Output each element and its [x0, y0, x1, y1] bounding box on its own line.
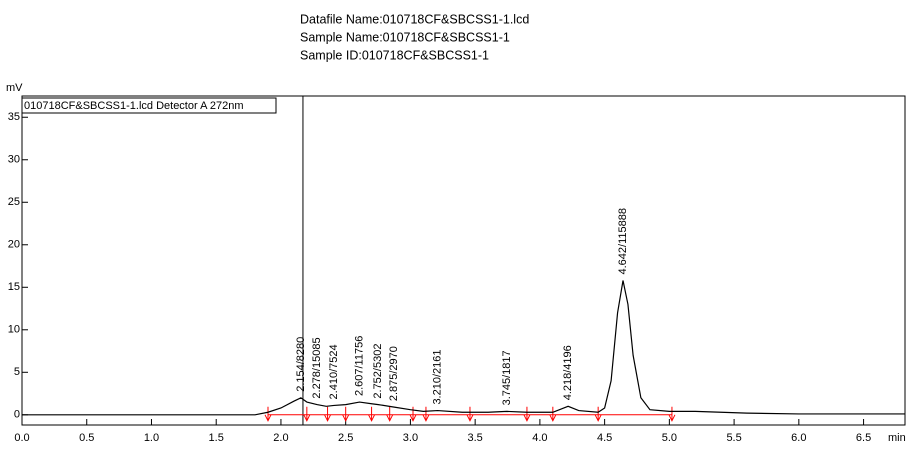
peak-label: 2.607/11756	[353, 336, 365, 396]
x-tick-label: 2.0	[273, 432, 288, 444]
trace	[22, 280, 905, 416]
x-tick-label: 1.0	[144, 432, 159, 444]
x-tick-label: 3.0	[403, 432, 418, 444]
x-tick-label: 0.0	[14, 432, 29, 444]
x-axis-label: min	[888, 432, 906, 444]
x-tick-label: 5.0	[662, 432, 677, 444]
x-tick-label: 5.5	[726, 432, 741, 444]
y-tick-label: 25	[8, 196, 20, 208]
peak-label: 4.642/115888	[617, 208, 629, 274]
y-tick-label: 0	[14, 409, 20, 421]
header-line: Sample Name:010718CF&SBCSS1-1	[300, 30, 510, 44]
legend-label: 010718CF&SBCSS1-1.lcd Detector A 272nm	[24, 100, 244, 112]
header-line: Datafile Name:010718CF&SBCSS1-1.lcd	[300, 12, 529, 26]
x-tick-label: 3.5	[468, 432, 483, 444]
integration-mark	[386, 406, 394, 422]
y-tick-label: 15	[8, 281, 20, 293]
integration-mark	[549, 406, 557, 422]
integration-mark	[523, 406, 531, 422]
y-tick-label: 30	[8, 154, 20, 166]
integration-mark	[466, 406, 474, 422]
x-tick-label: 1.5	[209, 432, 224, 444]
header-line: Sample ID:010718CF&SBCSS1-1	[300, 48, 489, 62]
integration-mark	[409, 406, 417, 422]
legend-box	[21, 97, 277, 114]
integration-mark	[422, 406, 430, 422]
peak-label: 4.218/4196	[562, 345, 574, 400]
integration-mark	[303, 406, 311, 422]
x-tick-label: 4.0	[532, 432, 547, 444]
y-tick-label: 10	[8, 324, 20, 336]
x-tick-label: 6.0	[791, 432, 806, 444]
y-tick-label: 5	[14, 366, 20, 378]
integration-mark	[342, 406, 350, 422]
plot-frame	[21, 95, 906, 426]
y-axis-label: mV	[6, 82, 23, 94]
x-tick-label: 4.5	[597, 432, 612, 444]
peak-label: 2.410/7524	[328, 344, 340, 399]
y-tick-label: 35	[8, 111, 20, 123]
x-tick-label: 6.5	[856, 432, 871, 444]
peak-label: 2.278/15085	[311, 337, 323, 398]
integration-mark	[368, 406, 376, 422]
integration-mark	[594, 406, 602, 422]
peak-label: 2.154/8280	[295, 337, 307, 392]
integration-mark	[668, 406, 676, 422]
peak-label: 2.752/5302	[372, 344, 384, 399]
peak-label: 3.745/1817	[501, 350, 513, 405]
peak-label: 3.210/2161	[432, 349, 444, 404]
peak-label: 2.875/2970	[388, 346, 400, 401]
integration-mark	[324, 406, 332, 422]
x-tick-label: 2.5	[338, 432, 353, 444]
x-tick-label: 0.5	[79, 432, 94, 444]
integration-mark	[264, 406, 272, 422]
y-tick-label: 20	[8, 239, 20, 251]
